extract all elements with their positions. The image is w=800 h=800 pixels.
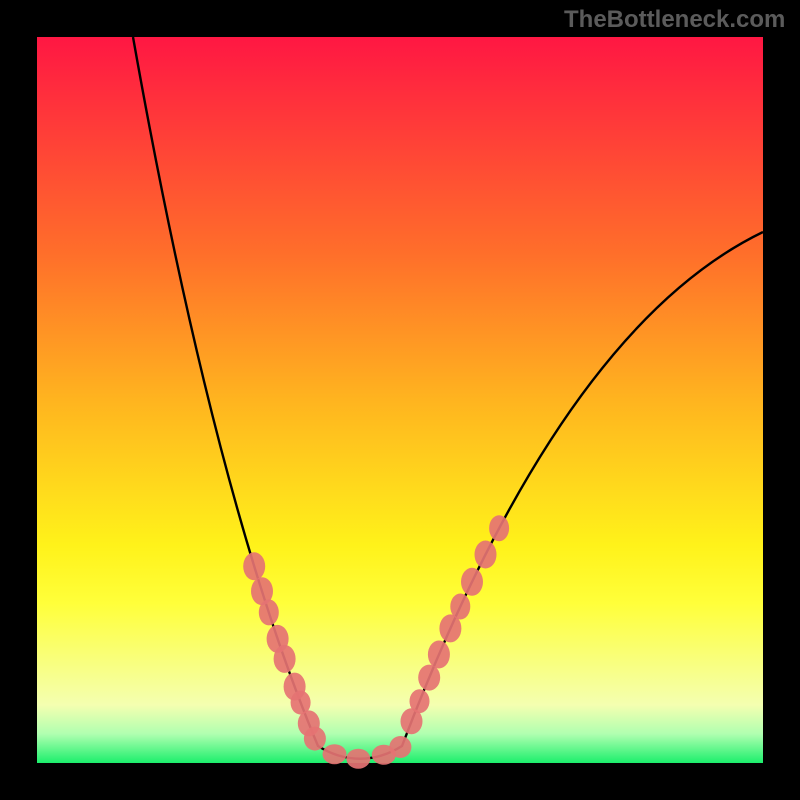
data-marker [243,552,265,580]
data-marker [450,594,470,620]
data-marker [410,689,430,713]
data-marker [428,641,450,669]
data-marker [304,727,326,751]
data-marker [389,736,411,758]
data-marker [259,599,279,625]
data-marker [489,515,509,541]
chart-frame: TheBottleneck.com [0,0,800,800]
data-marker [418,665,440,691]
data-marker [274,645,296,673]
data-marker [346,749,370,769]
data-marker [475,541,497,569]
data-marker [461,568,483,596]
bottleneck-curve [0,0,800,800]
data-marker [323,744,347,764]
